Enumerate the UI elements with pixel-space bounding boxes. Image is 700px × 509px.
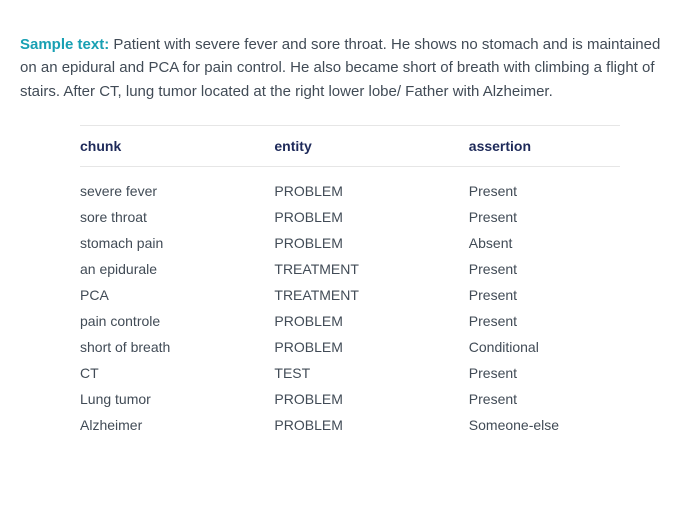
table-cell: Present [469, 256, 620, 282]
table-row: AlzheimerPROBLEMSomeone-else [80, 412, 620, 438]
table-row: pain controlePROBLEMPresent [80, 308, 620, 334]
table-row: sore throatPROBLEMPresent [80, 204, 620, 230]
table-row: PCATREATMENTPresent [80, 282, 620, 308]
table-cell: PROBLEM [274, 386, 468, 412]
table-cell: Lung tumor [80, 386, 274, 412]
col-header-entity: entity [274, 125, 468, 166]
table-row: short of breathPROBLEMConditional [80, 334, 620, 360]
table-cell: PCA [80, 282, 274, 308]
table-cell: PROBLEM [274, 204, 468, 230]
table-cell: PROBLEM [274, 230, 468, 256]
table-cell: PROBLEM [274, 412, 468, 438]
sample-text-body: Patient with severe fever and sore throa… [20, 36, 660, 100]
table-cell: PROBLEM [274, 166, 468, 204]
table-cell: severe fever [80, 166, 274, 204]
col-header-assertion: assertion [469, 125, 620, 166]
table-cell: TREATMENT [274, 282, 468, 308]
table-cell: sore throat [80, 204, 274, 230]
table-cell: TEST [274, 360, 468, 386]
table-body: severe feverPROBLEMPresentsore throatPRO… [80, 166, 620, 438]
table-header-row: chunk entity assertion [80, 125, 620, 166]
results-table: chunk entity assertion severe feverPROBL… [80, 125, 620, 438]
table-row: an epiduraleTREATMENTPresent [80, 256, 620, 282]
table-row: stomach painPROBLEMAbsent [80, 230, 620, 256]
sample-text-paragraph: Sample text: Patient with severe fever a… [20, 33, 680, 103]
table-cell: Alzheimer [80, 412, 274, 438]
table-cell: an epidurale [80, 256, 274, 282]
table-row: severe feverPROBLEMPresent [80, 166, 620, 204]
table-cell: CT [80, 360, 274, 386]
table-cell: Present [469, 386, 620, 412]
table-cell: Present [469, 166, 620, 204]
table-row: CTTESTPresent [80, 360, 620, 386]
table-cell: Present [469, 282, 620, 308]
table-row: Lung tumorPROBLEMPresent [80, 386, 620, 412]
table-cell: PROBLEM [274, 334, 468, 360]
col-header-chunk: chunk [80, 125, 274, 166]
table-cell: stomach pain [80, 230, 274, 256]
table-cell: short of breath [80, 334, 274, 360]
results-table-wrap: chunk entity assertion severe feverPROBL… [80, 125, 620, 438]
table-cell: Absent [469, 230, 620, 256]
table-cell: Conditional [469, 334, 620, 360]
table-cell: Present [469, 308, 620, 334]
table-cell: TREATMENT [274, 256, 468, 282]
sample-text-label: Sample text: [20, 36, 109, 53]
table-cell: pain controle [80, 308, 274, 334]
table-cell: Present [469, 360, 620, 386]
table-cell: Someone-else [469, 412, 620, 438]
table-cell: PROBLEM [274, 308, 468, 334]
table-cell: Present [469, 204, 620, 230]
